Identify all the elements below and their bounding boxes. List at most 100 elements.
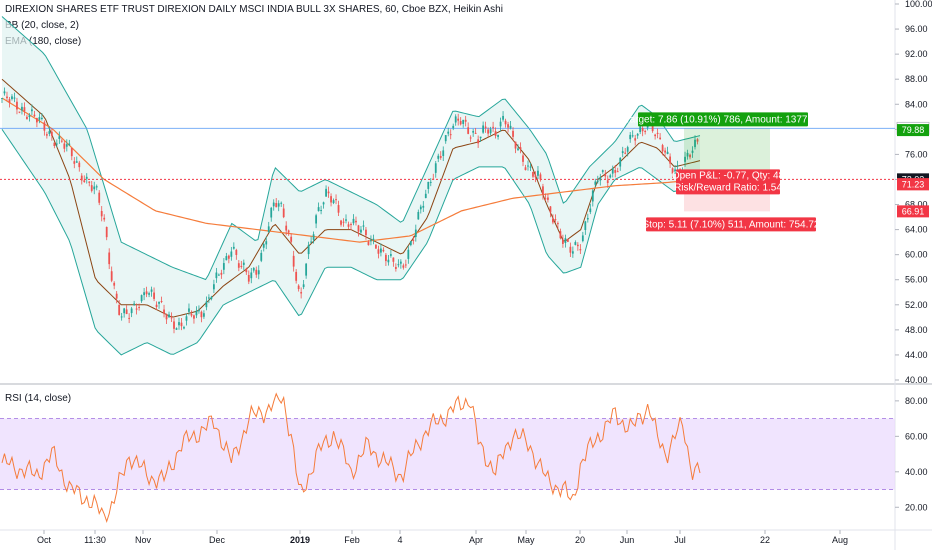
candle-body [489,129,492,134]
x-tick-label: Feb [344,535,360,545]
candle-body [312,234,315,240]
candle-body [674,169,676,174]
candle-body [335,199,337,201]
candle-body [175,328,178,330]
candle-body [11,96,13,100]
candle-body [569,246,572,253]
candle-body [28,115,31,118]
candle-body [507,124,509,128]
candle-body [83,180,86,182]
candle-body [547,197,549,200]
candle-body [332,200,335,204]
candle-body [576,244,579,247]
candle-body [360,229,362,233]
bb-indicator-label[interactable]: BB (20, close, 2) [5,20,79,31]
y-tick-label: 88.00 [905,74,928,84]
candle-body [464,119,467,122]
candle-body [58,136,61,139]
candle-body [255,269,258,275]
candle-body [60,140,63,142]
candle-body [208,297,210,299]
candle-body [145,291,148,295]
candle-body [449,134,452,136]
x-tick-label: Dec [209,535,226,545]
candle-body [350,224,352,226]
candle-body [462,119,465,124]
candle-body [414,229,417,237]
candle-body [95,186,98,188]
candle-body [432,178,435,180]
candle-body [36,117,38,123]
y-tick-label: 68.00 [905,200,928,210]
candle-body [686,152,689,157]
rsi-y-tick-label: 80.00 [905,396,928,406]
candle-body [357,225,360,232]
candle-body [661,145,664,152]
candle-body [561,239,564,244]
candle-body [75,161,78,163]
candle-body [183,327,185,329]
stop-label-box[interactable] [646,217,816,232]
candle-body [392,257,395,262]
price-badge-label: 79.88 [902,125,925,135]
candle-body [574,242,577,245]
candle-body [1,98,3,99]
ema-line [1,97,701,243]
candle-body [452,125,455,129]
candle-body [53,142,56,147]
x-tick-label: 11:30 [84,535,106,545]
candle-body [554,219,557,221]
candle-body [26,116,28,120]
candle-body [295,271,298,281]
candle-body [98,192,101,203]
candle-body [457,118,460,121]
ema-indicator-label[interactable]: EMA (180, close) [5,36,82,47]
candle-body [407,249,410,259]
candle-body [150,289,153,292]
candle-body [345,219,347,221]
candle-body [70,147,73,157]
candle-body [230,251,233,257]
target-label-box[interactable] [638,112,808,127]
candle-body [372,238,375,240]
candle-body [48,131,51,134]
candle-body [130,308,133,314]
candle-body [557,223,559,225]
candle-body [275,203,278,208]
candle-body [659,137,662,140]
candle-body [262,244,265,248]
candle-body [514,141,517,149]
y-tick-label: 92.00 [905,49,928,59]
candle-body [205,301,208,308]
candle-body [611,168,614,174]
candle-body [203,313,205,317]
candle-body [310,241,313,243]
candle-body [487,129,490,134]
open-pnl-label-box[interactable] [676,169,780,183]
candle-body [529,166,532,168]
y-tick-label: 44.00 [905,350,928,360]
candle-body [232,246,235,249]
rsi-line [1,392,701,524]
candle-body [212,284,215,290]
candle-body [8,99,11,103]
candle-body [190,313,193,316]
candle-body [494,131,497,136]
candle-body [517,148,519,151]
rsi-indicator-label[interactable]: RSI (14, close) [5,393,72,404]
candle-body [277,203,280,207]
bb-fill [2,16,700,355]
candle-body [409,241,412,246]
candle-body [118,304,121,315]
candle-body [385,254,387,262]
candle-body [509,125,512,129]
candle-body [694,139,696,148]
candle-body [412,239,415,241]
candle-body [80,175,83,181]
risk-reward-label-box[interactable] [676,181,780,195]
candle-body [347,224,350,227]
candle-body [85,176,88,179]
target-label: Target: 7.86 (10.91%) 786, Amount: 1377.… [625,114,822,125]
candle-body [579,249,582,251]
